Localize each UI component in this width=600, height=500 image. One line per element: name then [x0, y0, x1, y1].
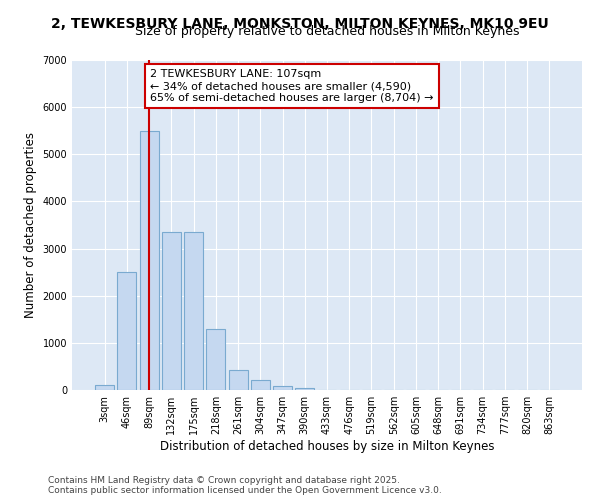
Bar [184, 232, 203, 390]
Bar [206, 328, 225, 390]
Bar [95, 386, 114, 390]
Bar [162, 232, 181, 390]
Bar [251, 380, 270, 390]
Bar [273, 386, 292, 390]
Bar [140, 130, 158, 390]
Text: Contains HM Land Registry data © Crown copyright and database right 2025.
Contai: Contains HM Land Registry data © Crown c… [48, 476, 442, 495]
Text: 2, TEWKESBURY LANE, MONKSTON, MILTON KEYNES, MK10 9EU: 2, TEWKESBURY LANE, MONKSTON, MILTON KEY… [51, 18, 549, 32]
Title: Size of property relative to detached houses in Milton Keynes: Size of property relative to detached ho… [135, 25, 519, 38]
Text: 2 TEWKESBURY LANE: 107sqm
← 34% of detached houses are smaller (4,590)
65% of se: 2 TEWKESBURY LANE: 107sqm ← 34% of detac… [150, 70, 434, 102]
Bar [295, 388, 314, 390]
Bar [229, 370, 248, 390]
Bar [118, 272, 136, 390]
X-axis label: Distribution of detached houses by size in Milton Keynes: Distribution of detached houses by size … [160, 440, 494, 453]
Y-axis label: Number of detached properties: Number of detached properties [24, 132, 37, 318]
